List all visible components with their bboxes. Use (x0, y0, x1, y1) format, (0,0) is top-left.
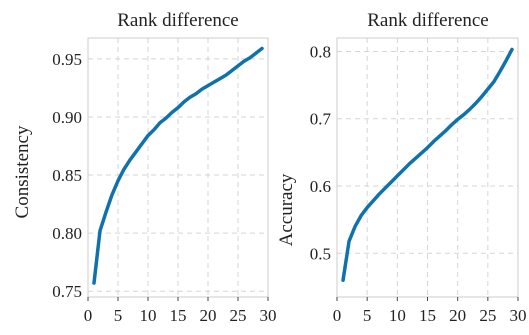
chart-accuracy-ylabel: Accuracy (276, 173, 297, 246)
chart-accuracy-ytick-label: 0.6 (310, 177, 331, 196)
chart-accuracy-ytick-label: 0.7 (310, 110, 332, 129)
chart-consistency-ytick-label: 0.95 (52, 50, 82, 69)
chart-consistency-ytick-label: 0.75 (52, 282, 82, 301)
chart-accuracy-xtick-label: 25 (479, 306, 496, 325)
chart-accuracy-ytick-label: 0.8 (310, 42, 331, 61)
chart-accuracy-line (341, 47, 514, 282)
chart-accuracy-ticks: 0 5 10 15 20 25 30 0.5 0.6 0.7 0.8 (310, 42, 527, 325)
chart-consistency-title: Rank difference (117, 10, 239, 31)
chart-consistency-xtick-label: 0 (84, 306, 93, 325)
chart-accuracy-xtick-label: 15 (419, 306, 436, 325)
chart-consistency-xtick-label: 30 (260, 306, 277, 325)
chart-consistency-xtick-label: 15 (170, 306, 187, 325)
chart-consistency-ytick-label: 0.90 (52, 108, 82, 127)
chart-consistency-ylabel: Consistency (12, 125, 33, 218)
chart-consistency-xtick-label: 10 (140, 306, 157, 325)
chart-accuracy-title: Rank difference (367, 10, 489, 31)
chart-consistency-grid (88, 38, 268, 297)
chart-accuracy: 0 5 10 15 20 25 30 0.5 0.6 0.7 0.8 Rank difference… (276, 10, 527, 325)
chart-consistency-xtick-label: 20 (200, 306, 217, 325)
chart-accuracy-ytick-label: 0.5 (310, 244, 331, 263)
chart-accuracy-xtick-label: 10 (389, 306, 406, 325)
chart-accuracy-xtick-label: 20 (449, 306, 466, 325)
chart-consistency-ytick-label: 0.80 (52, 224, 82, 243)
chart-consistency-xtick-label: 25 (230, 306, 247, 325)
chart-consistency-line (92, 46, 264, 285)
chart-accuracy-xtick-label: 0 (333, 306, 342, 325)
chart-consistency-ticks: 0 5 10 15 20 25 30 0.75 0.80 0.85 0.90 0.95 (52, 50, 276, 325)
chart-consistency-ytick-label: 0.85 (52, 166, 82, 185)
chart-consistency: 0 5 10 15 20 25 30 0.75 0.80 0.85 0.90 0.95 Rank di… (12, 10, 277, 325)
chart-accuracy-grid (337, 38, 518, 297)
chart-accuracy-xtick-label: 5 (363, 306, 372, 325)
chart-accuracy-xtick-label: 30 (510, 306, 527, 325)
chart-consistency-xtick-label: 5 (114, 306, 123, 325)
